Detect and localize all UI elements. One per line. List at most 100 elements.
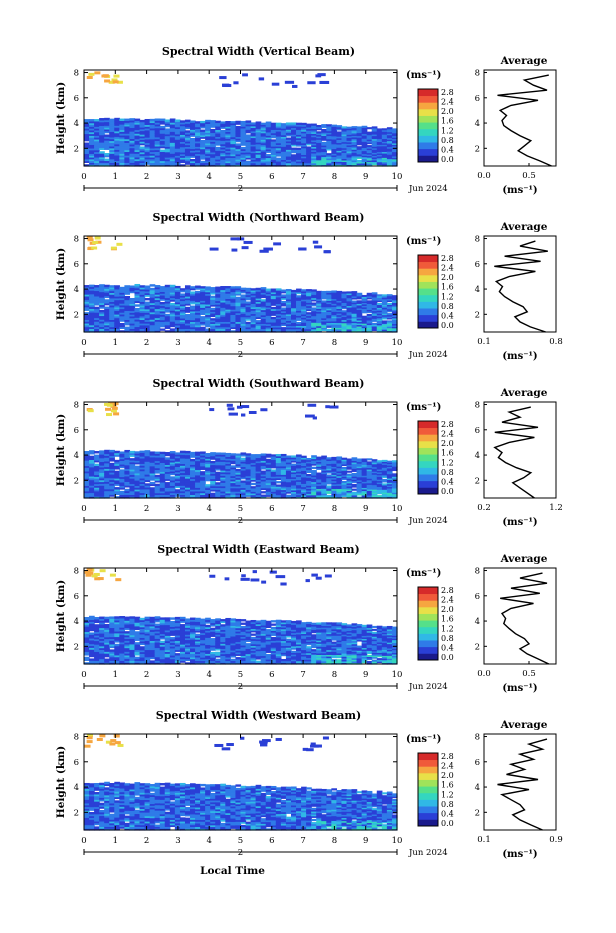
colorbar-swatch bbox=[418, 454, 438, 461]
heatmap-cell bbox=[94, 464, 100, 466]
heatmap-cell bbox=[362, 295, 368, 297]
heatmap-cell bbox=[210, 318, 216, 320]
heatmap-cell bbox=[185, 314, 191, 316]
heatmap-cell bbox=[241, 458, 247, 460]
heatmap-cell bbox=[170, 451, 176, 453]
heatmap-cell bbox=[292, 85, 297, 88]
y-tick-label: 2 bbox=[74, 310, 79, 320]
heatmap-cell bbox=[273, 242, 281, 245]
heatmap-cell bbox=[94, 119, 100, 121]
heatmap-cell bbox=[134, 284, 140, 286]
colorbar-swatch bbox=[418, 142, 438, 149]
average-profile-line bbox=[494, 241, 548, 332]
heatmap-cell bbox=[271, 289, 277, 291]
average-x-tick-label: 1.2 bbox=[549, 503, 563, 513]
heatmap-cell bbox=[84, 451, 90, 453]
x-tick-label: 3 bbox=[175, 172, 180, 182]
heatmap-cell bbox=[311, 302, 317, 304]
heatmap-cell bbox=[180, 451, 186, 453]
heatmap-cell bbox=[382, 479, 388, 481]
average-x-axis-label: (ms⁻¹) bbox=[502, 185, 537, 196]
heatmap-cell bbox=[362, 458, 368, 460]
x-tick-label: 0 bbox=[81, 338, 86, 348]
colorbar-tick-label: 0.8 bbox=[441, 136, 454, 145]
heatmap-cell bbox=[140, 146, 146, 148]
x-tick-label: 10 bbox=[392, 338, 403, 348]
average-x-tick-label: 0.1 bbox=[477, 337, 491, 347]
heatmap-cell bbox=[286, 122, 292, 124]
heatmap-cell bbox=[114, 487, 120, 489]
heatmap-cell bbox=[119, 469, 125, 471]
heatmap-cell bbox=[109, 463, 115, 465]
average-y-tick-label: 2 bbox=[475, 310, 480, 320]
heatmap-cell bbox=[215, 472, 221, 474]
colorbar-swatch bbox=[418, 109, 438, 116]
y-axis-label: Height (km) bbox=[55, 82, 67, 154]
heatmap-cell bbox=[246, 288, 252, 290]
colorbar-swatch bbox=[418, 461, 438, 468]
heatmap-cell bbox=[210, 452, 216, 454]
date-label: Jun 2024 bbox=[408, 184, 448, 194]
heatmap-cell bbox=[276, 481, 282, 483]
heatmap-cell bbox=[271, 123, 277, 125]
x-tick-label: 0 bbox=[81, 172, 86, 182]
heatmap-cell bbox=[225, 453, 231, 455]
heatmap-cell bbox=[387, 313, 393, 315]
heatmap-cell bbox=[111, 409, 117, 412]
heatmap-cell bbox=[160, 150, 166, 152]
heatmap-cell bbox=[99, 310, 105, 312]
heatmap-cell bbox=[222, 84, 229, 87]
heatmap-cell bbox=[272, 83, 280, 86]
x-tick-label: 4 bbox=[206, 172, 211, 182]
heatmap-cell bbox=[321, 124, 327, 126]
colorbar-swatch bbox=[418, 295, 438, 302]
heatmap-cell bbox=[84, 657, 90, 659]
colorbar-tick-label: 2.0 bbox=[441, 439, 454, 448]
heatmap-cell bbox=[291, 455, 297, 457]
heatmap-cell bbox=[228, 407, 235, 410]
y-tick-label: 6 bbox=[74, 260, 79, 270]
x-tick-label: 2 bbox=[144, 504, 149, 514]
heatmap-cell bbox=[266, 122, 272, 124]
heatmap-cell bbox=[261, 453, 267, 455]
heatmap-cell bbox=[190, 459, 196, 461]
y-tick-label: 4 bbox=[74, 119, 79, 129]
heatmap-cell bbox=[261, 287, 267, 289]
heatmap-cell bbox=[331, 290, 337, 292]
heatmap-cell bbox=[367, 458, 373, 460]
heatmap-cell bbox=[92, 241, 98, 244]
heatmap-cell bbox=[190, 120, 196, 122]
heatmap-cell bbox=[377, 303, 383, 305]
heatmap-cell bbox=[109, 285, 115, 287]
y-tick-label: 8 bbox=[74, 69, 79, 79]
heatmap-cell bbox=[382, 320, 388, 322]
heatmap-cell bbox=[357, 126, 363, 128]
heatmap-cell bbox=[251, 122, 257, 124]
heatmap-cell bbox=[316, 125, 322, 127]
heatmap-cell bbox=[215, 452, 221, 454]
y-tick-label: 8 bbox=[74, 401, 79, 411]
heatmap-cell bbox=[261, 471, 267, 473]
heatmap-cell bbox=[84, 285, 90, 287]
colorbar-unit: (ms⁻¹) bbox=[406, 236, 441, 247]
heatmap-cell bbox=[113, 80, 119, 83]
heatmap-cell bbox=[259, 77, 264, 80]
heatmap-cell bbox=[316, 131, 322, 133]
heatmap-cell bbox=[134, 466, 140, 468]
heatmap-cell bbox=[286, 495, 292, 497]
average-y-tick-label: 6 bbox=[475, 94, 480, 104]
x-tick-label: 1 bbox=[113, 338, 118, 348]
panel-title: Spectral Width (Eastward Beam) bbox=[157, 543, 359, 556]
heatmap-cell bbox=[246, 453, 252, 455]
heatmap-cell bbox=[95, 237, 101, 240]
heatmap-cell bbox=[145, 286, 151, 288]
heatmap-cell bbox=[325, 405, 329, 408]
heatmap-cell bbox=[271, 317, 277, 319]
heatmap-cell bbox=[271, 454, 277, 456]
heatmap-cell bbox=[170, 118, 176, 120]
heatmap-cell bbox=[296, 123, 302, 125]
heatmap-cell bbox=[231, 249, 237, 252]
colorbar-swatch bbox=[418, 268, 438, 275]
heatmap-cell bbox=[362, 316, 368, 318]
colorbar-tick-label: 2.0 bbox=[441, 107, 454, 116]
